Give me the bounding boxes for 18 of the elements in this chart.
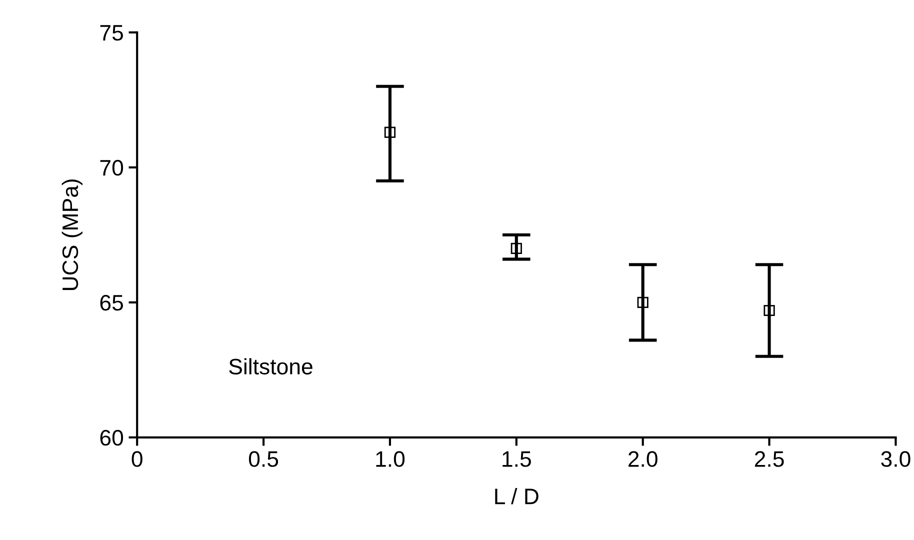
y-tick-label: 65 bbox=[100, 294, 123, 311]
annotation: Siltstone bbox=[229, 358, 312, 375]
point bbox=[510, 242, 522, 254]
point bbox=[764, 304, 775, 316]
y-tick-label: 75 bbox=[100, 25, 123, 41]
x-tick-label: 2.0 bbox=[628, 451, 658, 467]
y-tick-label: 60 bbox=[100, 430, 124, 446]
x-tick-label: 0 bbox=[132, 451, 142, 467]
point bbox=[384, 126, 396, 138]
x-axis-title: L / D bbox=[495, 488, 538, 504]
x-tick-label: 1.5 bbox=[502, 451, 531, 467]
point bbox=[637, 296, 648, 308]
x-tick-label: 0.5 bbox=[248, 451, 278, 467]
x-tick-label: 2.5 bbox=[754, 451, 784, 467]
y-tick-label: 70 bbox=[100, 160, 124, 176]
x-tick-label: 1.0 bbox=[376, 451, 405, 467]
x-tick-label: 3.0 bbox=[881, 451, 910, 467]
y-axis-title: UCS (MPa) bbox=[62, 179, 83, 290]
